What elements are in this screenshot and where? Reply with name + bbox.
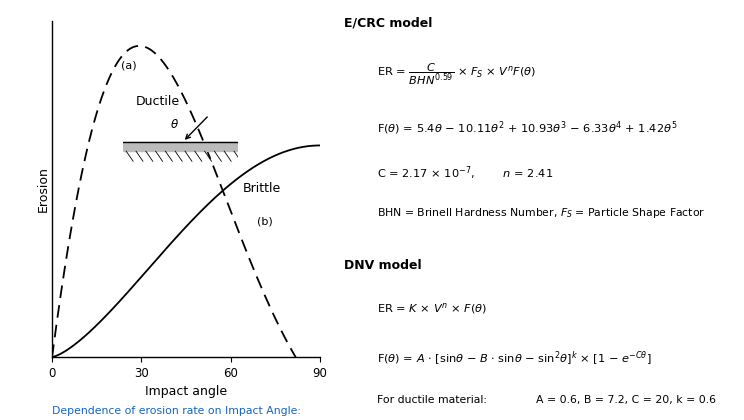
Text: A = 0.6, B = 7.2, C = 20, k = 0.6: A = 0.6, B = 7.2, C = 20, k = 0.6 <box>536 395 716 405</box>
Text: E/CRC model: E/CRC model <box>344 16 432 29</box>
Text: ER = $K$ $\times$ $V^n$ $\times$ $F(\theta)$: ER = $K$ $\times$ $V^n$ $\times$ $F(\the… <box>377 301 487 315</box>
Text: ER = $\dfrac{C}{BHN^{0.59}}$ $\times$ $F_S$ $\times$ $V^n F(\theta)$: ER = $\dfrac{C}{BHN^{0.59}}$ $\times$ $F… <box>377 62 536 87</box>
Text: (a): (a) <box>121 61 136 71</box>
Text: $\theta$: $\theta$ <box>170 118 179 131</box>
Text: Dependence of erosion rate on Impact Angle:: Dependence of erosion rate on Impact Ang… <box>52 406 301 416</box>
Text: Brittle: Brittle <box>243 182 280 195</box>
Text: BHN = Brinell Hardness Number, $F_S$ = Particle Shape Factor: BHN = Brinell Hardness Number, $F_S$ = P… <box>377 206 706 220</box>
Text: F($\theta$) = 5.4$\theta$ $-$ 10.11$\theta^2$ + 10.93$\theta^3$ $-$ 6.33$\theta^: F($\theta$) = 5.4$\theta$ $-$ 10.11$\the… <box>377 119 678 137</box>
Text: DNV model: DNV model <box>344 260 422 273</box>
X-axis label: Impact angle: Impact angle <box>145 385 227 398</box>
Bar <box>123 142 238 151</box>
Text: C = 2.17 $\times$ 10$^{-7}$,        $n$ = 2.41: C = 2.17 $\times$ 10$^{-7}$, $n$ = 2.41 <box>377 165 554 182</box>
Text: (b): (b) <box>257 216 273 226</box>
Text: F($\theta$) = $A$ $\cdot$ [sin$\theta$ $-$ $B$ $\cdot$ sin$\theta$ $-$ sin$^2\th: F($\theta$) = $A$ $\cdot$ [sin$\theta$ $… <box>377 350 652 368</box>
Y-axis label: Erosion: Erosion <box>36 166 49 212</box>
Text: For ductile material:: For ductile material: <box>377 395 487 405</box>
Text: Ductile: Ductile <box>135 95 179 108</box>
